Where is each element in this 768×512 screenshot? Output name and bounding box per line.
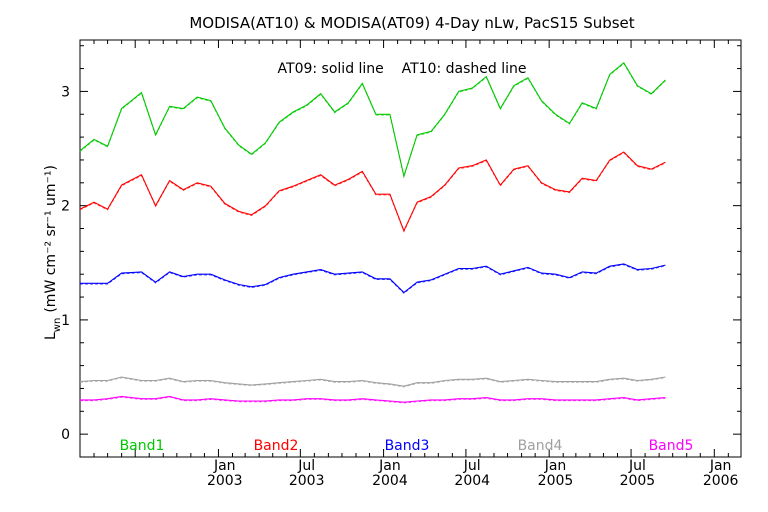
series-lines <box>79 61 666 404</box>
series-line-band1 <box>79 61 666 179</box>
x-tick-month: Jan <box>378 458 401 474</box>
series-line-band4 <box>79 376 666 387</box>
y-axis-label: Lwn (mW cm⁻² sr⁻¹ um⁻¹) <box>43 165 63 340</box>
legend-label-band4: Band4 <box>518 438 563 454</box>
series-dashed-band3 <box>80 264 666 294</box>
legend-label-band2: Band2 <box>254 438 299 454</box>
x-tick-month: Jan <box>709 458 732 474</box>
legend-label-band1: Band1 <box>120 438 165 454</box>
legend: Band1 Band2 Band3 Band4 Band5 <box>120 438 694 454</box>
y-tick-label: 3 <box>61 84 70 100</box>
series-dashed-band2 <box>79 152 666 233</box>
series-line-band3 <box>80 263 666 294</box>
y-label-main: L <box>43 332 59 340</box>
x-axis: Jan2003Jul2003Jan2004Jul2004Jan2005Jul20… <box>79 40 742 489</box>
series-line-band5 <box>80 395 666 403</box>
x-tick-year: 2006 <box>703 473 739 489</box>
y-tick-label: 1 <box>61 313 70 329</box>
x-tick-month: Jul <box>463 458 481 474</box>
x-tick-year: 2003 <box>289 473 325 489</box>
x-tick-month: Jul <box>297 458 315 474</box>
series-dashed-band1 <box>79 62 666 179</box>
line-style-annotation: AT09: solid line AT10: dashed line <box>278 61 527 77</box>
y-axis: 0 1 2 3 <box>61 45 741 443</box>
series-dashed-band5 <box>80 396 666 404</box>
svg-text:Lwn(mW cm⁻² sr⁻¹ um⁻¹): Lwn (mW cm⁻² sr⁻¹ um⁻¹) <box>43 165 63 340</box>
x-tick-year: 2005 <box>538 473 574 489</box>
x-tick-month: Jul <box>628 458 646 474</box>
x-tick-year: 2003 <box>207 473 243 489</box>
legend-label-band5: Band5 <box>649 438 694 454</box>
x-tick-year: 2005 <box>620 473 656 489</box>
plot-frame <box>79 39 742 458</box>
y-label-sub: wn <box>52 318 63 333</box>
x-tick-month: Jan <box>544 458 567 474</box>
series-line-band2 <box>79 151 666 233</box>
y-tick-label: 0 <box>61 427 70 443</box>
y-label-units: (mW cm⁻² sr⁻¹ um⁻¹) <box>43 165 59 313</box>
y-tick-label: 2 <box>61 199 70 215</box>
x-tick-year: 2004 <box>372 473 408 489</box>
chart-title: MODISA(AT10) & MODISA(AT09) 4-Day nLw, P… <box>189 14 634 32</box>
legend-label-band3: Band3 <box>385 438 430 454</box>
x-tick-month: Jan <box>213 458 236 474</box>
x-tick-year: 2004 <box>454 473 490 489</box>
